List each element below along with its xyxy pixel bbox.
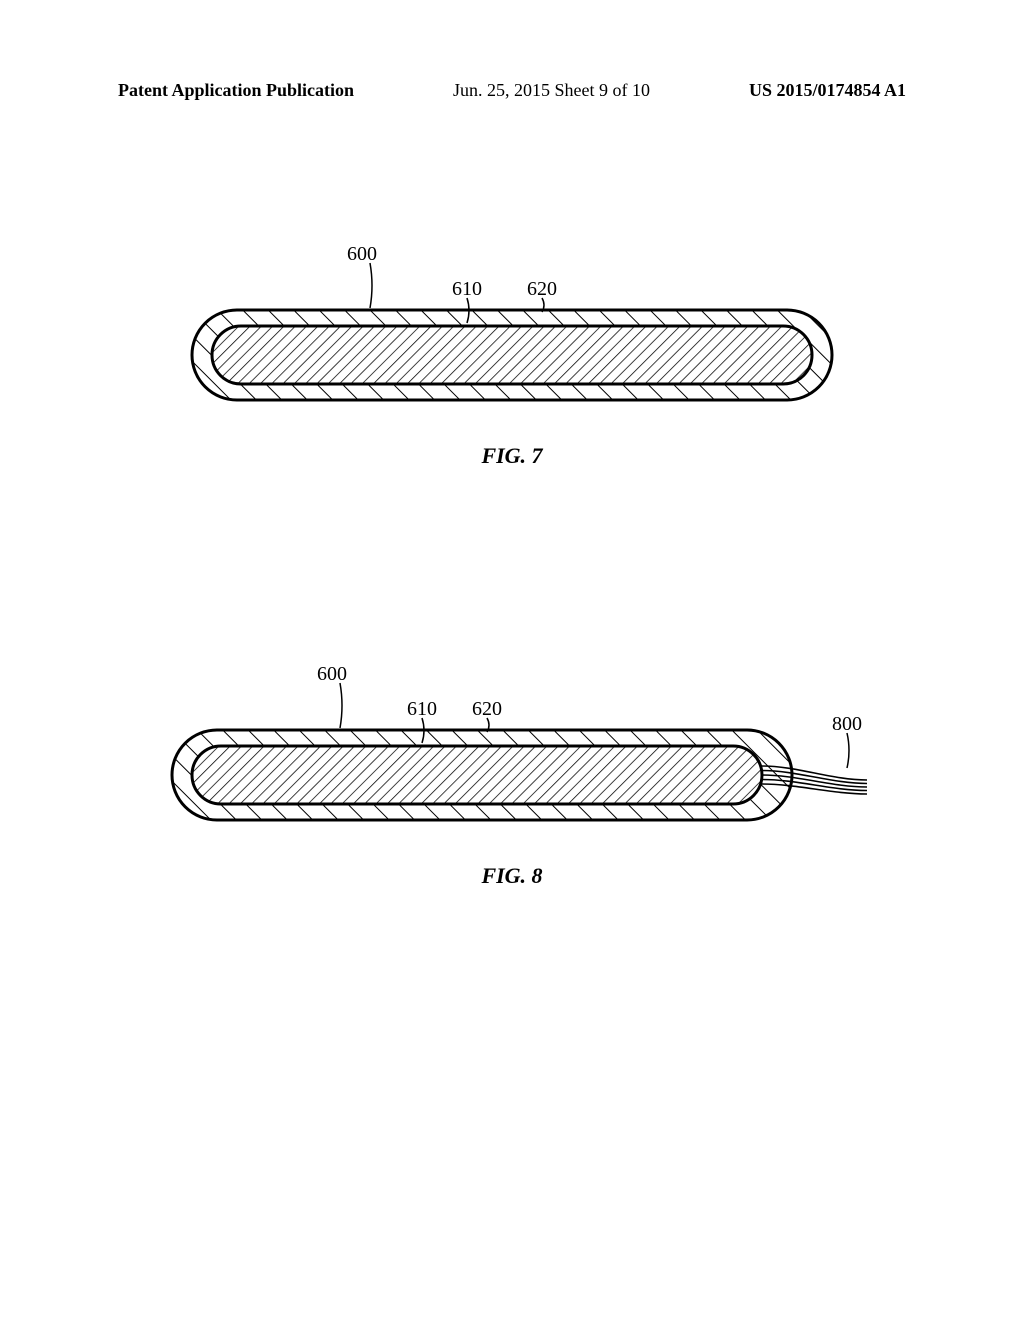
page-header: Patent Application Publication Jun. 25, … — [0, 80, 1024, 101]
svg-text:610: 610 — [452, 278, 482, 300]
svg-text:800: 800 — [832, 713, 862, 735]
header-date-sheet: Jun. 25, 2015 Sheet 9 of 10 — [453, 80, 650, 101]
figure-7: 600 610 620 FIG. 7 — [152, 220, 872, 469]
header-publication: Patent Application Publication — [118, 80, 354, 101]
svg-text:600: 600 — [347, 243, 377, 265]
figure-8-svg: 600 610 620 800 — [132, 640, 892, 850]
figure-7-caption: FIG. 7 — [152, 443, 872, 469]
svg-text:610: 610 — [407, 698, 437, 720]
svg-text:620: 620 — [527, 278, 557, 300]
figure-8-caption: FIG. 8 — [132, 863, 892, 889]
svg-text:620: 620 — [472, 698, 502, 720]
figure-7-svg: 600 610 620 — [152, 220, 872, 430]
svg-text:600: 600 — [317, 663, 347, 685]
figure-8: 600 610 620 800 FIG. 8 — [132, 640, 892, 889]
header-patent-num: US 2015/0174854 A1 — [749, 80, 906, 101]
